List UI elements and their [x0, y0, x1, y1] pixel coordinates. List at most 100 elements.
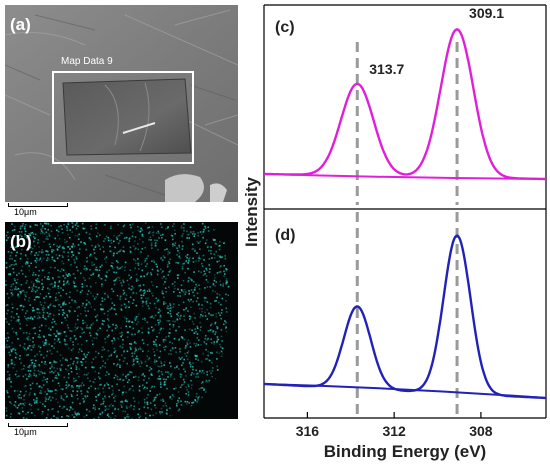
edx-signal-dot [194, 288, 196, 291]
edx-signal-dot [74, 300, 76, 302]
edx-signal-dot [126, 350, 129, 353]
edx-signal-dot [48, 327, 50, 330]
edx-signal-dot [215, 315, 218, 318]
edx-signal-dot [32, 337, 34, 339]
edx-signal-dot [185, 260, 187, 262]
edx-signal-dot [152, 284, 154, 287]
edx-signal-dot [181, 289, 183, 292]
edx-signal-dot [182, 233, 184, 235]
edx-signal-dot [16, 274, 18, 276]
edx-signal-dot [208, 312, 210, 315]
edx-signal-dot [142, 301, 145, 303]
edx-signal-dot [198, 284, 200, 287]
edx-signal-dot [195, 260, 197, 262]
edx-signal-dot [128, 240, 130, 243]
edx-signal-dot [58, 303, 61, 306]
edx-signal-dot [45, 318, 47, 320]
edx-signal-dot [113, 351, 116, 354]
edx-signal-dot [99, 327, 101, 330]
edx-signal-dot [22, 243, 25, 246]
edx-signal-dot [225, 280, 228, 282]
edx-signal-dot [205, 279, 208, 281]
edx-signal-dot [174, 367, 176, 369]
edx-signal-dot [92, 367, 94, 369]
edx-signal-dot [223, 264, 225, 267]
edx-signal-dot [192, 366, 194, 368]
edx-signal-dot [87, 377, 89, 379]
edx-signal-dot [9, 354, 11, 356]
edx-signal-dot [65, 368, 67, 370]
edx-signal-dot [95, 223, 98, 225]
edx-signal-dot [214, 321, 217, 324]
edx-signal-dot [205, 275, 208, 277]
edx-signal-dot [85, 414, 88, 417]
edx-signal-dot [140, 297, 143, 299]
edx-signal-dot [152, 340, 155, 343]
edx-signal-dot [43, 269, 45, 271]
edx-signal-dot [21, 407, 24, 409]
edx-signal-dot [179, 318, 181, 320]
edx-signal-dot [188, 260, 190, 262]
edx-signal-dot [60, 388, 62, 390]
edx-signal-dot [57, 298, 59, 301]
edx-signal-dot [189, 342, 191, 345]
edx-signal-dot [10, 361, 13, 363]
edx-signal-dot [171, 225, 174, 227]
edx-signal-dot [74, 261, 76, 263]
edx-signal-dot [25, 295, 27, 298]
edx-signal-dot [218, 352, 221, 355]
edx-signal-dot [9, 255, 12, 257]
edx-signal-dot [155, 232, 158, 234]
edx-signal-dot [22, 410, 24, 413]
edx-signal-dot [208, 370, 211, 372]
edx-signal-dot [192, 233, 194, 235]
edx-signal-dot [182, 291, 185, 293]
edx-signal-dot [60, 397, 63, 399]
edx-signal-dot [13, 390, 16, 392]
edx-signal-dot [153, 261, 156, 263]
edx-signal-dot [30, 349, 33, 351]
edx-signal-dot [15, 332, 17, 334]
edx-signal-dot [91, 244, 93, 247]
edx-signal-dot [55, 299, 57, 302]
edx-signal-dot [167, 274, 170, 276]
edx-signal-dot [208, 379, 211, 382]
edx-signal-dot [142, 350, 144, 353]
edx-signal-dot [184, 370, 186, 373]
edx-signal-dot [195, 392, 198, 395]
edx-signal-dot [168, 260, 170, 263]
edx-signal-dot [178, 246, 181, 249]
edx-signal-dot [202, 254, 205, 257]
edx-signal-dot [31, 412, 33, 414]
edx-signal-dot [42, 335, 45, 337]
edx-signal-dot [57, 230, 60, 233]
edx-signal-dot [23, 404, 26, 407]
edx-signal-dot [193, 235, 195, 237]
edx-signal-dot [130, 343, 133, 345]
edx-signal-dot [42, 379, 44, 382]
edx-signal-dot [75, 413, 78, 416]
edx-signal-dot [167, 371, 169, 373]
edx-signal-dot [128, 406, 131, 408]
edx-signal-dot [130, 348, 132, 350]
edx-signal-dot [120, 308, 123, 311]
edx-signal-dot [64, 359, 67, 361]
edx-signal-dot [53, 342, 56, 345]
edx-signal-dot [174, 287, 176, 290]
edx-signal-dot [121, 400, 123, 403]
edx-signal-dot [106, 336, 109, 338]
edx-signal-dot [30, 232, 32, 234]
edx-signal-dot [185, 403, 188, 405]
edx-signal-dot [11, 303, 14, 305]
edx-signal-dot [192, 401, 195, 404]
edx-signal-dot [148, 328, 150, 330]
edx-signal-dot [30, 374, 32, 377]
edx-signal-dot [18, 404, 20, 407]
edx-signal-dot [24, 224, 27, 226]
edx-signal-dot [130, 288, 132, 291]
edx-signal-dot [91, 264, 93, 267]
edx-signal-dot [198, 258, 201, 260]
edx-signal-dot [206, 371, 208, 373]
edx-signal-dot [219, 284, 222, 286]
edx-signal-dot [146, 365, 148, 367]
